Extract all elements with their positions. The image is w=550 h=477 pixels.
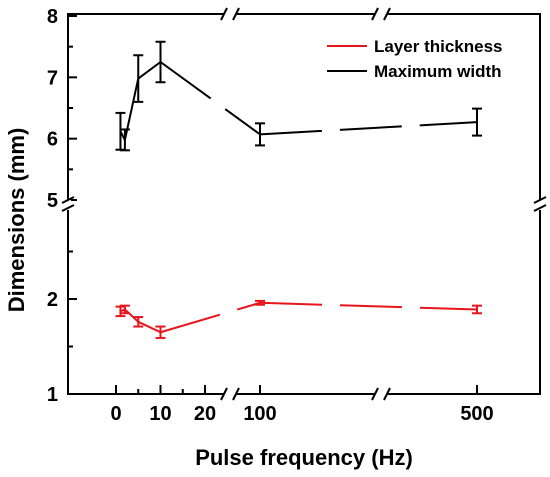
- plot-frame: [61, 7, 547, 401]
- y-tick-label: 6: [47, 129, 58, 151]
- legend-label: Maximum width: [374, 62, 502, 81]
- x-break-mark: [220, 7, 228, 21]
- y-tick-label: 7: [47, 67, 58, 89]
- x-tick-label: 100: [243, 403, 276, 425]
- x-break-gap: [224, 11, 236, 17]
- series-line-segment: [137, 61, 162, 80]
- error-bar: [255, 299, 265, 306]
- x-break-mark: [383, 7, 391, 21]
- series-line-segment: [124, 308, 139, 323]
- series-line-segment: [259, 121, 478, 136]
- series-line-segment: [259, 301, 478, 311]
- x-break-gap: [375, 11, 387, 17]
- error-bar: [255, 122, 265, 147]
- y-axis-label: Dimensions (mm): [4, 128, 29, 313]
- error-bar: [472, 107, 482, 137]
- y-tick-label: 8: [47, 6, 58, 28]
- error-bar: [133, 54, 144, 103]
- error-bar: [119, 128, 130, 152]
- error-bar: [472, 304, 482, 315]
- y-tick-label: 5: [47, 190, 58, 212]
- y-break-mark: [533, 204, 547, 212]
- series-line-segment: [137, 320, 161, 334]
- y-break-mark: [533, 196, 547, 204]
- y-break-mark: [61, 196, 75, 204]
- y-break-mark: [61, 204, 75, 212]
- x-break-gap: [224, 391, 236, 397]
- series-line-segment: [160, 301, 261, 334]
- error-bar: [155, 40, 166, 84]
- x-break-gap: [375, 391, 387, 397]
- x-break-mark: [232, 387, 240, 401]
- x-break-mark: [371, 7, 379, 21]
- y-break-gap: [65, 200, 71, 210]
- series-layer: [115, 40, 482, 339]
- x-break-mark: [383, 387, 391, 401]
- x-tick-label: 500: [460, 403, 493, 425]
- error-bar: [133, 316, 144, 328]
- legend-label: Layer thickness: [374, 37, 503, 56]
- series-line-segment: [159, 61, 261, 136]
- y-tick-label: 2: [47, 289, 58, 311]
- error-bar: [119, 304, 130, 315]
- legend: Layer thickness Maximum width: [327, 37, 503, 81]
- series-line-segment: [123, 78, 140, 141]
- y-tick-labels: 1 2 5 6 7 8: [47, 6, 58, 406]
- error-bar: [155, 325, 166, 339]
- x-tick-label: 20: [194, 403, 216, 425]
- x-tick-labels: 0 10 20 100 500: [110, 403, 493, 425]
- x-tick-label: 0: [110, 403, 121, 425]
- x-break-mark: [232, 7, 240, 21]
- x-axis-label: Pulse frequency (Hz): [195, 445, 413, 470]
- y-break-gap: [537, 200, 543, 210]
- x-break-mark: [220, 387, 228, 401]
- series-layer-thickness: [115, 299, 482, 339]
- x-break-mark: [371, 387, 379, 401]
- y-tick-label: 1: [47, 384, 58, 406]
- x-tick-label: 10: [149, 403, 171, 425]
- series-maximum-width: [115, 40, 482, 152]
